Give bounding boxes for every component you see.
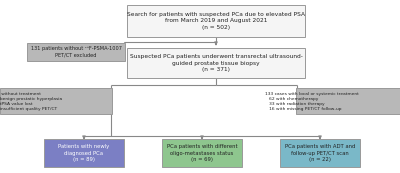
FancyBboxPatch shape (27, 43, 125, 61)
FancyBboxPatch shape (0, 88, 112, 114)
FancyBboxPatch shape (280, 139, 360, 167)
FancyBboxPatch shape (127, 5, 305, 37)
FancyBboxPatch shape (162, 139, 242, 167)
Text: Patients with newly
diagnosed PCa
(n = 89): Patients with newly diagnosed PCa (n = 8… (58, 144, 110, 162)
Text: Suspected PCa patients underwent transrectal ultrasound-
guided prostate tissue : Suspected PCa patients underwent transre… (130, 54, 302, 72)
Text: 131 patients without ¹⁸F-PSMA-1007
PET/CT excluded: 131 patients without ¹⁸F-PSMA-1007 PET/C… (30, 46, 122, 58)
Text: 133 cases with local or systemic treatment
   62 with chemotherapy
   33 with ra: 133 cases with local or systemic treatme… (265, 92, 359, 111)
Text: PCa patients with different
oligo-metastases status
(n = 69): PCa patients with different oligo-metast… (167, 144, 237, 162)
Text: 238 cases without treatment
   52 with benign prostatic hyperplasia
   21 with t: 238 cases without treatment 52 with beni… (0, 92, 62, 111)
FancyBboxPatch shape (296, 88, 400, 114)
FancyBboxPatch shape (44, 139, 124, 167)
Text: PCa patients with ADT and
follow-up PET/CT scan
(n = 22): PCa patients with ADT and follow-up PET/… (285, 144, 355, 162)
FancyBboxPatch shape (127, 48, 305, 78)
Text: Search for patients with suspected PCa due to elevated PSA
from March 2019 and A: Search for patients with suspected PCa d… (127, 12, 305, 30)
